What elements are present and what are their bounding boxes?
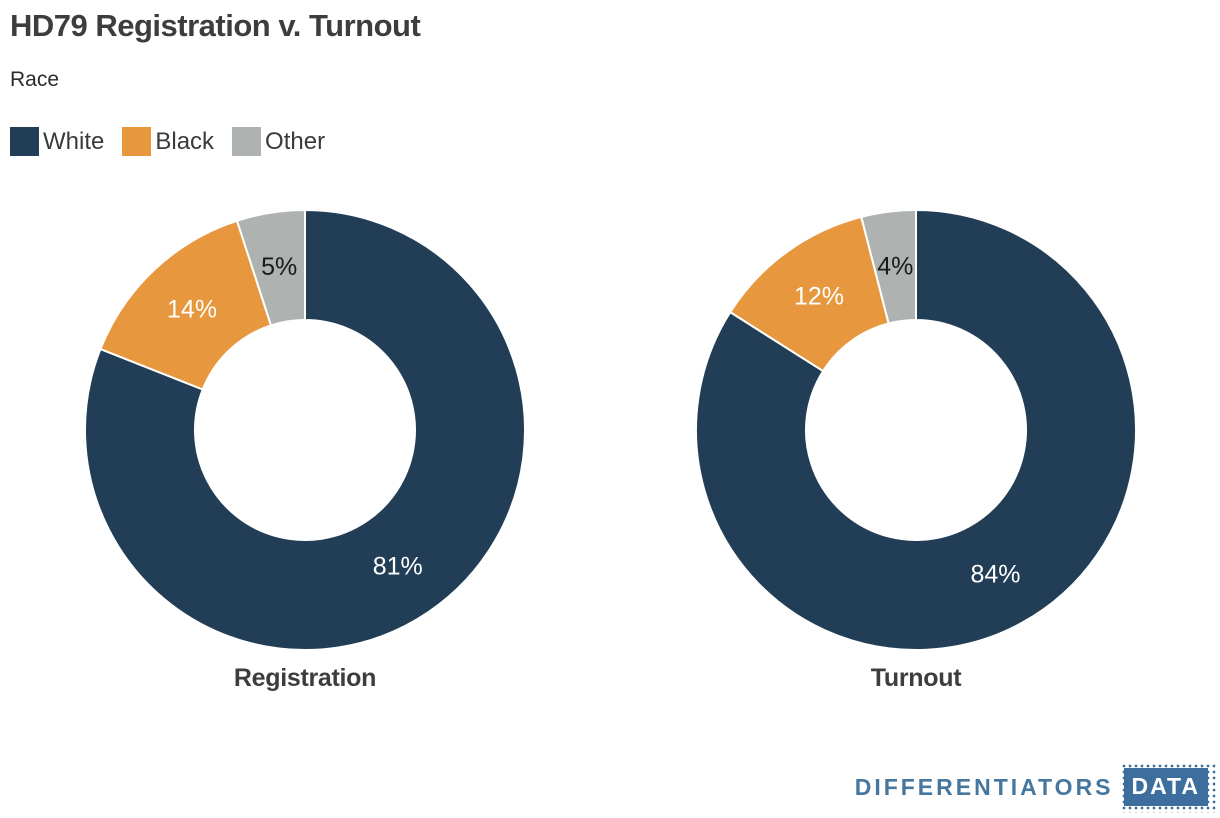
registration-donut-block: 81% 14% 5% Registration: [84, 209, 526, 693]
donut-slice-white: [695, 209, 1137, 651]
legend-item-other: Other: [232, 127, 325, 156]
donut-slice-other: [860, 209, 917, 325]
chart-title: HD79 Registration v. Turnout: [10, 8, 421, 43]
legend-item-black: Black: [122, 127, 214, 156]
legend-swatch-black: [122, 127, 152, 156]
legend: White Black Other: [10, 127, 325, 156]
slice-label-white: 81%: [373, 552, 423, 580]
brand-badge: DATA: [1120, 763, 1217, 813]
turnout-caption: Turnout: [870, 664, 962, 692]
turnout-donut-block: 84% 12% 4% Turnout: [695, 209, 1137, 693]
brand-footer: DIFFERENTIATORS DATA: [854, 763, 1217, 813]
chart-subtitle: Race: [10, 68, 60, 91]
legend-swatch-other: [232, 127, 262, 156]
donut-slice-other: [236, 209, 306, 327]
registration-donut-chart: 81% 14% 5%: [84, 209, 526, 651]
slice-label-black: 12%: [794, 283, 844, 311]
slice-label-other: 5%: [261, 253, 297, 281]
turnout-donut-chart: 84% 12% 4%: [695, 209, 1137, 651]
donut-slice-white: [84, 209, 526, 651]
legend-label: Black: [155, 128, 215, 155]
legend-label: Other: [265, 128, 326, 155]
legend-label: White: [43, 128, 105, 155]
slice-label-black: 14%: [167, 296, 217, 324]
slice-label-other: 4%: [877, 252, 913, 280]
brand-wordmark: DIFFERENTIATORS: [854, 773, 1114, 800]
registration-caption: Registration: [233, 664, 377, 692]
slice-label-white: 84%: [970, 561, 1020, 589]
legend-item-white: White: [10, 127, 104, 156]
legend-swatch-white: [10, 127, 39, 156]
